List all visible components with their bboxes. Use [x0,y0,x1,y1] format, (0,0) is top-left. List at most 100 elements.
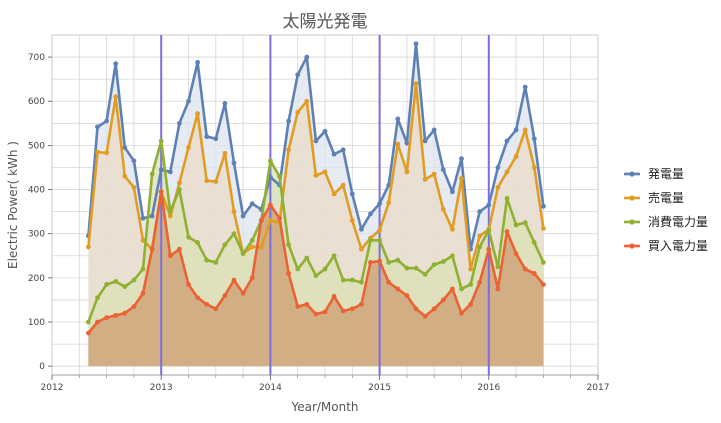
data-point [340,182,346,188]
data-point [531,136,537,142]
data-point [359,301,364,307]
data-point [186,282,191,287]
data-point [186,145,191,151]
x-axis-title: Year/Month [290,400,358,414]
data-point [368,260,373,265]
data-point [531,165,537,170]
data-point [495,264,501,270]
data-point [450,226,455,232]
data-point [122,173,128,179]
data-point [104,315,109,320]
data-point [313,173,319,178]
y-tick-label: 200 [28,274,45,284]
data-point [167,169,173,175]
x-tick-label: 2016 [477,383,500,393]
data-point [158,189,164,195]
data-point [413,306,419,312]
data-point [359,226,364,232]
data-point [195,111,201,116]
data-point [213,136,219,142]
data-point [86,244,91,250]
data-point [158,167,164,173]
data-point [377,201,382,207]
data-point [431,262,437,268]
x-tick-label: 2017 [587,383,610,393]
data-point [222,242,228,248]
data-point [140,237,146,243]
data-point [277,215,282,221]
legend-swatch-marker-4 [629,243,635,249]
data-point [240,251,246,256]
data-point [186,234,191,240]
data-point [386,260,392,265]
data-point [404,293,410,298]
data-point [286,147,291,153]
data-point [95,295,100,301]
data-point [413,81,419,86]
data-point [158,138,164,144]
data-point [231,277,237,283]
data-point [186,98,191,104]
data-point [504,169,510,175]
data-point [304,54,310,60]
data-point [541,260,546,265]
data-point [377,227,382,233]
data-point [95,124,100,130]
y-tick-label: 0 [39,362,45,372]
data-point [477,233,483,239]
data-point [322,128,328,134]
x-tick-label: 2013 [150,383,173,393]
data-point [268,202,273,208]
data-point [531,240,537,245]
data-point [295,109,301,115]
data-point [286,118,291,124]
data-point [140,215,146,221]
data-point [177,120,182,126]
x-tick-label: 2014 [259,383,282,393]
y-tick-label: 500 [28,141,45,151]
legend-swatch-marker-2 [629,195,635,201]
data-point [340,308,346,314]
data-point [149,171,155,177]
data-point [304,301,310,307]
data-point [231,231,237,237]
data-point [440,259,446,264]
data-point [222,101,228,106]
data-point [513,251,519,256]
legend-label-2: 売電量 [648,190,684,205]
data-point [541,282,546,287]
y-tick-label: 400 [28,186,45,196]
legend-swatch-marker-3 [629,219,635,225]
data-point [313,138,319,144]
data-point [177,246,182,252]
data-point [113,312,119,318]
data-point [377,258,382,264]
data-point [195,295,201,301]
data-point [113,94,119,100]
data-point [86,330,91,336]
data-point [295,304,301,309]
data-point [459,176,464,181]
data-point [295,72,301,78]
data-point [377,237,382,243]
data-point [495,165,501,170]
data-point [386,182,392,188]
data-point [431,171,437,177]
data-point [313,311,319,317]
data-point [268,218,273,223]
data-point [522,266,528,272]
data-point [204,178,210,184]
data-point [404,265,410,271]
data-point [504,195,510,201]
data-point [331,151,337,157]
data-point [459,156,464,162]
data-point [131,158,137,164]
data-point [504,229,510,234]
data-point [386,279,392,285]
chart-title: 太陽光発電 [283,12,368,32]
data-point [213,306,219,312]
data-point [459,286,464,292]
data-point [504,138,510,144]
data-point [249,201,255,207]
data-point [422,176,428,182]
